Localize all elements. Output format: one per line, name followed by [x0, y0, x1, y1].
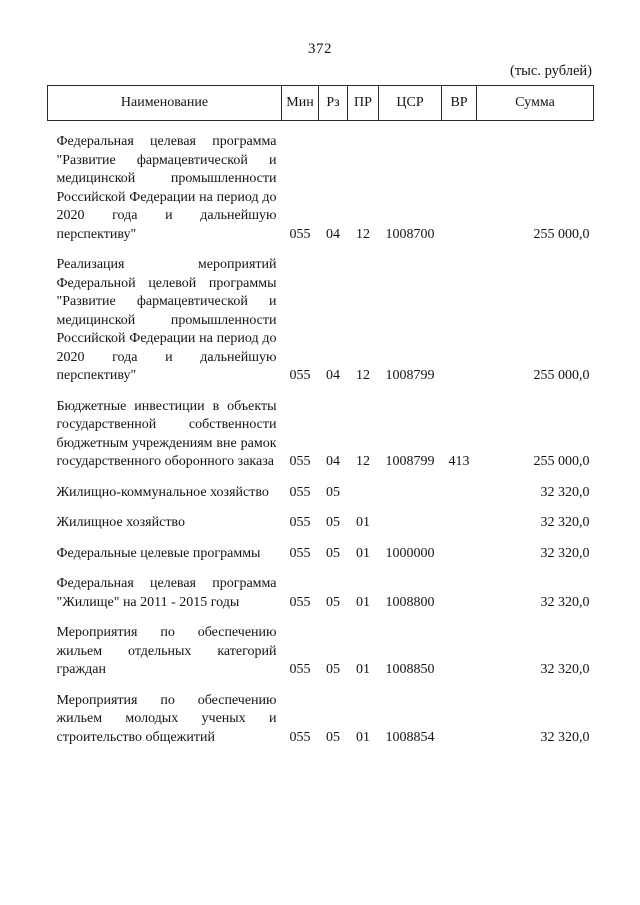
cell-vr: 413 [448, 454, 470, 469]
cell-csr: 1008800 [385, 594, 435, 610]
cell-min: 055 [289, 729, 311, 745]
table-row: Мероприятия по обеспечению жильем отдель… [48, 612, 594, 680]
cell-min: 055 [289, 368, 311, 383]
cell-vr [442, 680, 477, 748]
cell-rz: 05 [326, 545, 340, 561]
column-header-pr: ПР [347, 85, 379, 121]
table-row: Жилищное хозяйство 055 05 01 32 320,0 [48, 502, 594, 533]
cell-pr: 01 [356, 662, 370, 677]
cell-min: 055 [289, 662, 311, 677]
cell-name: Федеральные целевые программы [56, 545, 261, 561]
cell-rz: 04 [326, 368, 340, 383]
cell-csr [379, 502, 442, 533]
cell-csr: 1008799 [385, 368, 435, 383]
cell-csr: 1000000 [385, 545, 435, 561]
cell-rz: 05 [326, 729, 340, 745]
cell-pr: 12 [356, 368, 370, 383]
table-row: Федеральная целевая программа "Жилище" н… [48, 563, 594, 612]
cell-pr: 01 [356, 594, 370, 610]
cell-min: 055 [289, 515, 311, 530]
cell-rz: 05 [326, 594, 340, 610]
budget-table: Наименование Мин Рз ПР ЦСР ВР Сумма Феде… [47, 85, 594, 747]
cell-name: Мероприятия по обеспечению жильем отдель… [56, 625, 277, 677]
cell-vr [442, 472, 477, 503]
cell-min: 055 [289, 226, 311, 242]
cell-sum: 32 320,0 [540, 729, 590, 745]
table-row: Федеральные целевые программы 055 05 01 … [48, 533, 594, 564]
table-row: Бюджетные инвестиции в объекты государст… [48, 386, 594, 472]
cell-min: 055 [289, 594, 311, 610]
cell-name: Федеральная целевая программа "Жилище" н… [56, 576, 277, 610]
cell-pr: 01 [356, 729, 370, 745]
units-note: (тыс. рублей) [510, 63, 592, 79]
cell-sum: 32 320,0 [540, 594, 590, 610]
cell-rz: 05 [326, 515, 340, 530]
cell-rz: 04 [326, 226, 340, 242]
table-row: Федеральная целевая программа "Развитие … [48, 121, 594, 245]
column-header-name: Наименование [47, 85, 282, 121]
cell-csr: 1008854 [385, 729, 435, 745]
cell-vr [442, 563, 477, 612]
cell-sum: 32 320,0 [540, 484, 590, 500]
cell-sum: 32 320,0 [540, 515, 590, 530]
cell-csr: 1008799 [385, 454, 435, 469]
column-header-min: Мин [281, 85, 319, 121]
cell-sum: 255 000,0 [533, 226, 590, 242]
column-header-csr: ЦСР [378, 85, 442, 121]
cell-rz: 04 [326, 454, 340, 469]
cell-csr: 1008700 [385, 226, 435, 242]
cell-vr [442, 612, 477, 680]
cell-rz: 05 [326, 662, 340, 677]
cell-name: Мероприятия по обеспечению жильем молоды… [56, 692, 277, 745]
column-header-sum: Сумма [476, 85, 594, 121]
cell-csr: 1008850 [385, 662, 435, 677]
cell-pr: 01 [356, 515, 370, 530]
cell-pr: 12 [356, 226, 370, 242]
cell-min: 055 [289, 545, 311, 561]
cell-sum: 32 320,0 [540, 545, 590, 561]
cell-sum: 255 000,0 [533, 368, 590, 383]
cell-pr: 12 [356, 454, 370, 469]
cell-pr [348, 472, 379, 503]
cell-vr [442, 502, 477, 533]
table-header-row: Наименование Мин Рз ПР ЦСР ВР Сумма [47, 85, 594, 121]
table-row: Жилищно-коммунальное хозяйство 055 05 32… [48, 472, 594, 503]
cell-name: Федеральная целевая программа "Развитие … [56, 134, 277, 242]
cell-name: Жилищное хозяйство [56, 515, 185, 530]
cell-vr [442, 121, 477, 245]
column-header-vr: ВР [441, 85, 477, 121]
cell-name: Жилищно-коммунальное хозяйство [56, 484, 269, 500]
cell-csr [379, 472, 442, 503]
page-number: 372 [308, 41, 332, 57]
cell-min: 055 [289, 484, 311, 500]
cell-rz: 05 [326, 484, 340, 500]
cell-sum: 255 000,0 [533, 454, 590, 469]
cell-sum: 32 320,0 [540, 662, 590, 677]
cell-vr [442, 533, 477, 564]
cell-vr [442, 244, 477, 386]
table-row: Реализация мероприятий Федеральной целев… [48, 244, 594, 386]
cell-name: Бюджетные инвестиции в объекты государст… [56, 398, 277, 470]
table-row: Мероприятия по обеспечению жильем молоды… [48, 680, 594, 748]
cell-pr: 01 [356, 545, 370, 561]
cell-min: 055 [289, 454, 311, 469]
cell-name: Реализация мероприятий Федеральной целев… [56, 257, 277, 383]
column-header-rz: Рз [318, 85, 348, 121]
